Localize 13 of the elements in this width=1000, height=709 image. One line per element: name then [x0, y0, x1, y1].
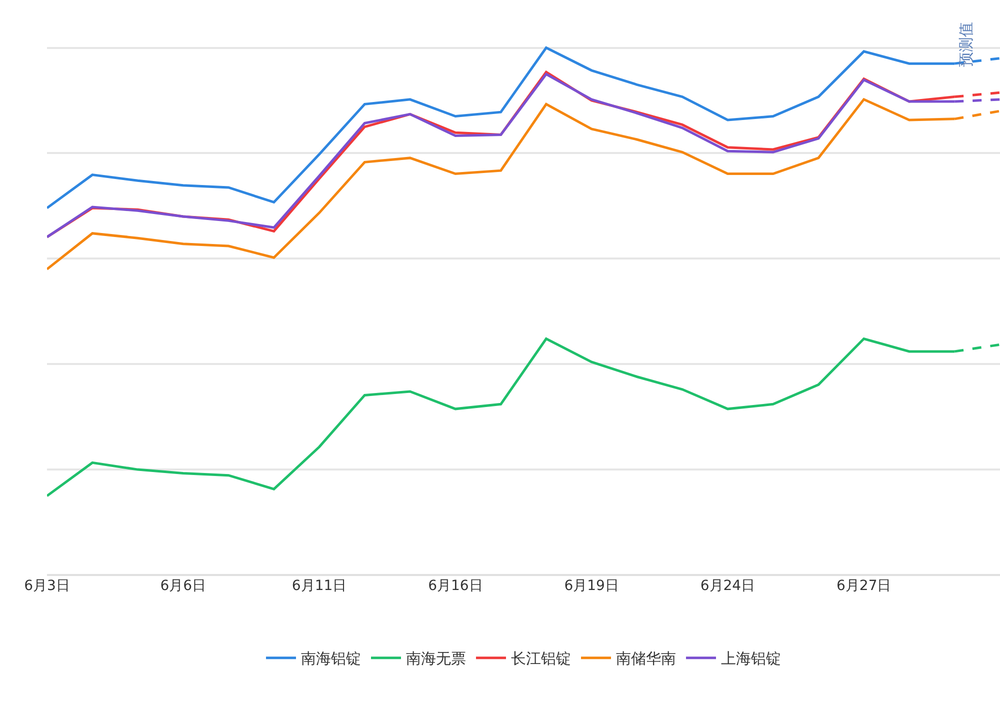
x-tick-label: 6月6日 [160, 578, 206, 594]
x-tick-label: 6月11日 [292, 578, 347, 594]
legend-label: 上海铝锭 [721, 650, 781, 668]
x-tick-label: 6月16日 [428, 578, 483, 594]
x-tick-label: 6月3日 [24, 578, 70, 594]
x-tick-label: 6月19日 [564, 578, 619, 594]
legend-label: 南海无票 [406, 650, 466, 668]
x-tick-label: 6月27日 [836, 578, 892, 594]
annotation: 预测值 [957, 22, 976, 68]
legend-label: 长江铝锭 [511, 650, 571, 668]
legend-label: 南储华南 [616, 650, 676, 668]
x-tick-label: 6月24日 [700, 578, 756, 594]
legend-label: 南海铝锭 [301, 650, 361, 668]
